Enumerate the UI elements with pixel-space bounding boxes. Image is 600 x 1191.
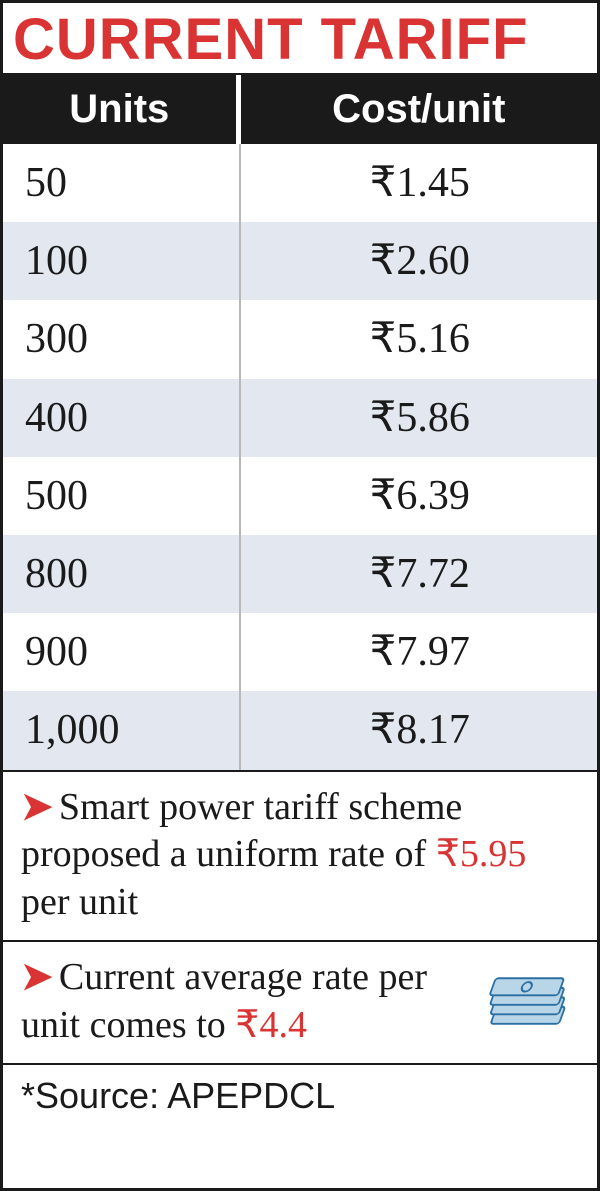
table-header-row: Units Cost/unit — [3, 75, 597, 144]
note-text: Current average rate per unit comes to — [21, 956, 427, 1046]
note-smart-tariff: ➤Smart power tariff scheme proposed a un… — [3, 772, 597, 943]
cell-units: 800 — [3, 535, 241, 613]
table-body: 50₹1.45100₹2.60300₹5.16400₹5.86500₹6.398… — [3, 144, 597, 770]
cell-cost: ₹7.97 — [241, 613, 597, 691]
cell-units: 300 — [3, 300, 241, 378]
cell-cost: ₹5.86 — [241, 379, 597, 457]
note-average-rate: ➤Current average rate per unit comes to … — [3, 942, 597, 1065]
note-highlight: ₹4.4 — [235, 1004, 307, 1046]
note-highlight: ₹5.95 — [436, 833, 527, 875]
table-row: 1,000₹8.17 — [3, 691, 597, 769]
bullet-arrow-icon: ➤ — [21, 786, 53, 828]
table-row: 100₹2.60 — [3, 222, 597, 300]
tariff-table: Units Cost/unit 50₹1.45100₹2.60300₹5.164… — [3, 73, 597, 770]
cell-units: 100 — [3, 222, 241, 300]
table-row: 900₹7.97 — [3, 613, 597, 691]
note-text-post: per unit — [21, 881, 138, 923]
table-row: 800₹7.72 — [3, 535, 597, 613]
cell-cost: ₹7.72 — [241, 535, 597, 613]
source-attribution: *Source: APEPDCL — [3, 1065, 597, 1127]
notes-section: ➤Smart power tariff scheme proposed a un… — [3, 770, 597, 1066]
cell-units: 900 — [3, 613, 241, 691]
money-stack-icon — [484, 967, 579, 1037]
cell-cost: ₹1.45 — [241, 144, 597, 222]
table-row: 400₹5.86 — [3, 379, 597, 457]
cell-units: 500 — [3, 457, 241, 535]
bullet-arrow-icon: ➤ — [21, 956, 53, 998]
col-header-cost: Cost/unit — [241, 75, 597, 144]
cell-cost: ₹2.60 — [241, 222, 597, 300]
note-text: Smart power tariff scheme proposed a uni… — [21, 786, 462, 876]
col-header-units: Units — [3, 75, 241, 144]
page-title: CURRENT TARIFF — [3, 3, 597, 73]
cell-units: 1,000 — [3, 691, 241, 769]
cell-cost: ₹5.16 — [241, 300, 597, 378]
table-row: 300₹5.16 — [3, 300, 597, 378]
cell-units: 50 — [3, 144, 241, 222]
table-row: 50₹1.45 — [3, 144, 597, 222]
table-row: 500₹6.39 — [3, 457, 597, 535]
cell-units: 400 — [3, 379, 241, 457]
cell-cost: ₹6.39 — [241, 457, 597, 535]
cell-cost: ₹8.17 — [241, 691, 597, 769]
